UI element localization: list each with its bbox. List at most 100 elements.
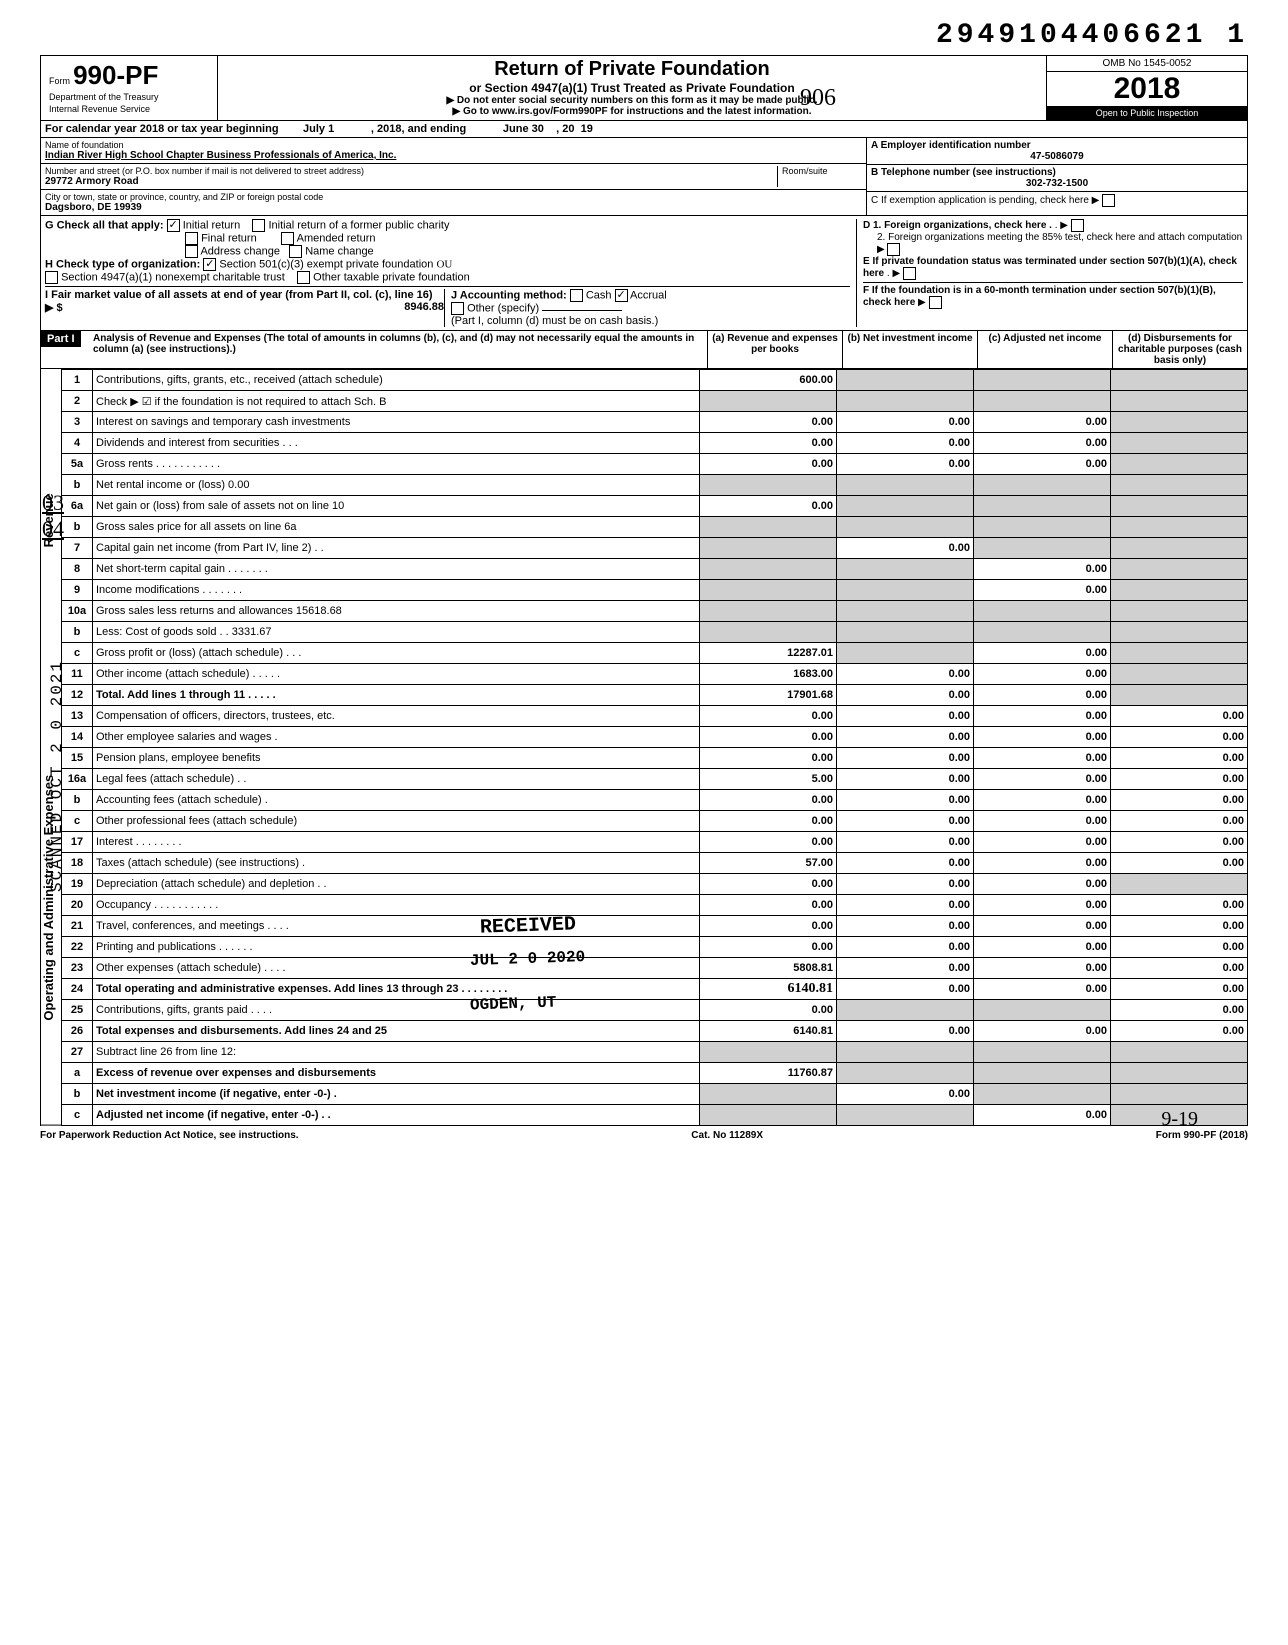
analysis-label: Analysis of Revenue and Expenses (The to… [93, 333, 694, 355]
table-row: 1Contributions, gifts, grants, etc., rec… [62, 370, 1248, 391]
name-label: Name of foundation [45, 140, 862, 150]
cash-check[interactable] [570, 289, 583, 302]
addr-label: Number and street (or P.O. box number if… [45, 166, 777, 176]
accrual-check[interactable]: ✓ [615, 289, 628, 302]
received-stamp: RECEIVED [480, 913, 577, 939]
table-row: 17Interest . . . . . . . .0.000.000.000.… [62, 832, 1248, 853]
table-row: 22Printing and publications . . . . . .0… [62, 937, 1248, 958]
tax-year: 2018 [1047, 72, 1247, 106]
table-row: 8Net short-term capital gain . . . . . .… [62, 559, 1248, 580]
d1-check[interactable] [1071, 219, 1084, 232]
h2-check[interactable] [45, 271, 58, 284]
h-label: H Check type of organization: [45, 258, 200, 270]
d2-check[interactable] [887, 243, 900, 256]
table-row: aExcess of revenue over expenses and dis… [62, 1063, 1248, 1084]
period-yr: , 20 [556, 123, 574, 135]
table-row: 27Subtract line 26 from line 12: [62, 1042, 1248, 1063]
period-label: For calendar year 2018 or tax year begin… [45, 123, 279, 135]
period-row: For calendar year 2018 or tax year begin… [40, 121, 1248, 138]
table-row: 13Compensation of officers, directors, t… [62, 706, 1248, 727]
j-other: Other (specify) [467, 302, 539, 314]
h1-label: Section 501(c)(3) exempt private foundat… [219, 258, 433, 270]
form-number: 990-PF [73, 60, 158, 90]
former-charity-check[interactable] [252, 219, 265, 232]
col-a-head: (a) Revenue and expenses per books [707, 331, 842, 368]
name-change-check[interactable] [289, 245, 302, 258]
street-address: 29772 Armory Road [45, 176, 777, 187]
g-opt-2: Final return [201, 232, 257, 244]
dept-label: Department of the Treasury [49, 92, 159, 102]
part-1-header: Part I [41, 331, 81, 347]
e-label: E If private foundation status was termi… [863, 256, 1237, 279]
table-row: 15Pension plans, employee benefits0.000.… [62, 748, 1248, 769]
period-begin: July 1 [303, 123, 334, 135]
city-label: City or town, state or province, country… [45, 192, 862, 202]
ein-label: A Employer identification number [871, 140, 1031, 151]
other-method-check[interactable] [451, 302, 464, 315]
h3-label: Other taxable private foundation [313, 271, 470, 283]
city-state-zip: Dagsboro, DE 19939 [45, 202, 862, 213]
col-c-head: (c) Adjusted net income [977, 331, 1112, 368]
hand-0304: 03 04 [42, 490, 64, 542]
table-row: 12Total. Add lines 1 through 11 . . . . … [62, 685, 1248, 706]
amended-check[interactable] [281, 232, 294, 245]
table-row: 20Occupancy . . . . . . . . . . .0.000.0… [62, 895, 1248, 916]
col-d-head: (d) Disbursements for charitable purpose… [1112, 331, 1247, 368]
table-row: 26Total expenses and disbursements. Add … [62, 1021, 1248, 1042]
instr-2: ▶ Go to www.irs.gov/Form990PF for instru… [226, 106, 1038, 117]
d1-label: D 1. Foreign organizations, check here . [863, 220, 1052, 231]
main-table: 1Contributions, gifts, grants, etc., rec… [61, 369, 1248, 1126]
ein-value: 47-5086079 [871, 151, 1243, 162]
table-row: 16aLegal fees (attach schedule) . .5.000… [62, 769, 1248, 790]
g-opt-1: Initial return of a former public charit… [269, 219, 450, 231]
h3-check[interactable] [297, 271, 310, 284]
barcode-number: 2949104406621 1 [40, 20, 1248, 51]
scanned-stamp: SCANNED OCT 2 0 2021 [48, 660, 66, 892]
table-row: 24Total operating and administrative exp… [62, 979, 1248, 1000]
table-row: 5aGross rents . . . . . . . . . . .0.000… [62, 454, 1248, 475]
f-check[interactable] [929, 296, 942, 309]
j-note: (Part I, column (d) must be on cash basi… [451, 315, 658, 327]
d2-label: 2. Foreign organizations meeting the 85%… [877, 232, 1242, 243]
table-row: bNet rental income or (loss) 0.00 [62, 475, 1248, 496]
g-opt-3: Amended return [297, 232, 376, 244]
e-check[interactable] [903, 267, 916, 280]
footer-left: For Paperwork Reduction Act Notice, see … [40, 1130, 299, 1141]
foundation-name: Indian River High School Chapter Busines… [45, 150, 862, 161]
c-checkbox[interactable] [1102, 194, 1115, 207]
hand-ou: OU [436, 258, 452, 270]
final-return-check[interactable] [185, 232, 198, 245]
g-label: G Check all that apply: [45, 219, 164, 231]
f-label: F If the foundation is in a 60-month ter… [863, 285, 1216, 308]
table-row: bGross sales price for all assets on lin… [62, 517, 1248, 538]
i-value: 8946.88 [404, 301, 444, 313]
j-cash: Cash [586, 289, 612, 301]
table-row: 3Interest on savings and temporary cash … [62, 412, 1248, 433]
table-row: 10aGross sales less returns and allowanc… [62, 601, 1248, 622]
j-label: J Accounting method: [451, 289, 567, 301]
period-end: June 30 [503, 123, 544, 135]
c-label: C If exemption application is pending, c… [871, 195, 1099, 206]
table-row: 21Travel, conferences, and meetings . . … [62, 916, 1248, 937]
i-label: I Fair market value of all assets at end… [45, 289, 433, 314]
table-row: 2Check ▶ ☑ if the foundation is not requ… [62, 391, 1248, 412]
table-row: 23Other expenses (attach schedule) . . .… [62, 958, 1248, 979]
col-b-head: (b) Net investment income [842, 331, 977, 368]
identification-block: Name of foundation Indian River High Sch… [40, 138, 1248, 216]
period-mid: , 2018, and ending [371, 123, 466, 135]
table-row: cAdjusted net income (if negative, enter… [62, 1105, 1248, 1126]
table-row: 19Depreciation (attach schedule) and dep… [62, 874, 1248, 895]
h2-label: Section 4947(a)(1) nonexempt charitable … [61, 271, 285, 283]
phone-value: 302-732-1500 [871, 178, 1243, 189]
instr-1: ▶ Do not enter social security numbers o… [226, 95, 1038, 106]
h1-check[interactable]: ✓ [203, 258, 216, 271]
table-row: 11Other income (attach schedule) . . . .… [62, 664, 1248, 685]
g-opt-4: Address change [200, 245, 280, 257]
address-change-check[interactable] [185, 245, 198, 258]
table-row: bNet investment income (if negative, ent… [62, 1084, 1248, 1105]
initial-return-check[interactable]: ✓ [167, 219, 180, 232]
table-row: cGross profit or (loss) (attach schedule… [62, 643, 1248, 664]
phone-label: B Telephone number (see instructions) [871, 167, 1056, 178]
table-row: 9Income modifications . . . . . . .0.00 [62, 580, 1248, 601]
form-word: Form [49, 76, 70, 86]
